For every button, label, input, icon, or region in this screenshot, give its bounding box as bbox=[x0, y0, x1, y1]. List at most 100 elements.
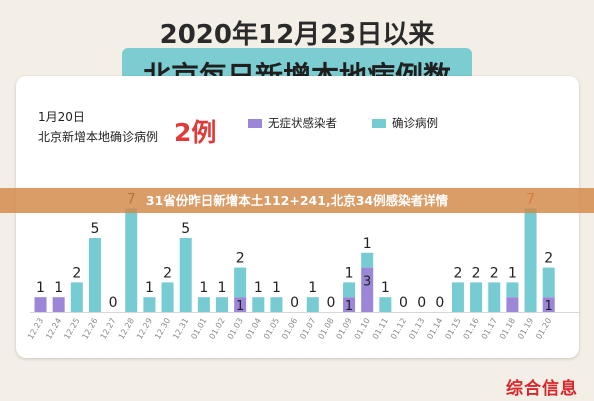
bar-label-01.16: 2 bbox=[472, 265, 481, 281]
bar-asymptomatic-01.09 bbox=[343, 297, 356, 312]
bar-label-01.20: 2 bbox=[544, 251, 553, 267]
bar-confirmed-01.18 bbox=[506, 282, 519, 298]
bar-label-12.31: 5 bbox=[181, 221, 190, 237]
bar-label-01.03: 2 bbox=[236, 251, 245, 267]
bar-confirmed-01.20 bbox=[542, 267, 555, 298]
tick-label-01.11: 01.11 bbox=[371, 317, 390, 341]
tick-label-12.28: 12.28 bbox=[117, 317, 136, 341]
bar-asymptomatic-12.24 bbox=[52, 297, 65, 312]
tick-label-01.10: 01.10 bbox=[353, 317, 372, 341]
bar-confirmed-01.02 bbox=[216, 297, 228, 312]
bar-label-01.12: 0 bbox=[399, 295, 408, 311]
tick-label-01.01: 01.01 bbox=[189, 317, 208, 341]
bar-confirmed-01.16 bbox=[470, 282, 483, 312]
bar-confirmed-01.09 bbox=[343, 282, 356, 298]
bar-label-12.26: 5 bbox=[90, 221, 99, 237]
bar-asymptomatic-01.18 bbox=[506, 297, 519, 312]
tick-label-12.26: 12.26 bbox=[80, 317, 99, 341]
bar-asymptomatic-12.23 bbox=[34, 297, 47, 312]
bar-label-12.25: 2 bbox=[72, 265, 81, 281]
bar-label-12.24: 1 bbox=[54, 280, 63, 296]
tick-label-01.12: 01.12 bbox=[389, 317, 408, 341]
bar-label-12.23: 1 bbox=[36, 280, 45, 296]
bar-label-12.29: 1 bbox=[145, 280, 154, 296]
bar-inner-label-01.09: 1 bbox=[345, 299, 353, 314]
bar-confirmed-01.05 bbox=[270, 297, 283, 312]
bar-confirmed-12.26 bbox=[88, 238, 101, 312]
bar-inner-label-01.10: 3 bbox=[363, 275, 371, 290]
tick-label-01.06: 01.06 bbox=[280, 317, 299, 341]
bar-label-01.02: 1 bbox=[218, 280, 227, 296]
bar-label-12.30: 2 bbox=[163, 265, 172, 281]
bar-label-01.17: 2 bbox=[490, 265, 499, 281]
tick-label-01.15: 01.15 bbox=[443, 317, 462, 341]
bar-asymptomatic-01.03 bbox=[234, 297, 247, 312]
bar-confirmed-01.03 bbox=[234, 267, 247, 298]
tick-label-12.29: 12.29 bbox=[135, 317, 154, 341]
headline-link[interactable]: 31省份昨日新增本土112+241,北京34例感染者详情 bbox=[145, 193, 449, 208]
bar-label-12.27: 0 bbox=[109, 295, 118, 311]
bar-asymptomatic-01.10 bbox=[361, 267, 374, 312]
info-count: 2例 bbox=[174, 118, 217, 147]
bar-confirmed-01.07 bbox=[306, 297, 319, 312]
bar-label-01.04: 1 bbox=[254, 280, 263, 296]
bar-confirmed-01.11 bbox=[379, 297, 392, 312]
legend-confirmed-label: 确诊病例 bbox=[392, 116, 438, 130]
watermark: 综合信息 bbox=[506, 379, 578, 399]
tick-label-01.13: 01.13 bbox=[407, 317, 426, 341]
tick-label-01.18: 01.18 bbox=[498, 317, 517, 341]
bar-label-01.18: 1 bbox=[508, 265, 517, 281]
bar-label-01.01: 1 bbox=[199, 280, 208, 296]
tick-label-01.07: 01.07 bbox=[298, 317, 317, 341]
tick-label-12.31: 12.31 bbox=[171, 317, 190, 341]
bar-confirmed-12.30 bbox=[161, 282, 174, 312]
legend-confirmed: 确诊病例 bbox=[372, 115, 438, 131]
info-date: 1月20日 bbox=[38, 110, 85, 124]
bar-asymptomatic-01.20 bbox=[542, 297, 555, 312]
tick-label-01.20: 01.20 bbox=[534, 317, 553, 341]
tick-label-12.23: 12.23 bbox=[26, 317, 45, 341]
tick-label-12.30: 12.30 bbox=[153, 317, 172, 341]
tick-label-01.08: 01.08 bbox=[316, 317, 335, 341]
bar-confirmed-12.29 bbox=[143, 297, 156, 312]
bar-confirmed-01.19 bbox=[524, 208, 537, 312]
bar-label-01.05: 1 bbox=[272, 280, 281, 296]
tick-label-01.14: 01.14 bbox=[425, 317, 444, 341]
info-label: 北京新增本地确诊病例 bbox=[38, 130, 159, 144]
bar-label-01.11: 1 bbox=[381, 280, 390, 296]
bar-label-01.06: 0 bbox=[290, 295, 299, 311]
tick-label-01.05: 01.05 bbox=[262, 317, 281, 341]
legend-asymptomatic-swatch bbox=[248, 118, 262, 128]
bar-confirmed-12.31 bbox=[179, 238, 192, 312]
bar-label-01.15: 2 bbox=[453, 265, 462, 281]
legend-asymptomatic: 无症状感染者 bbox=[248, 115, 337, 131]
bar-label-01.08: 0 bbox=[326, 295, 335, 311]
bar-label-01.14: 0 bbox=[435, 295, 444, 311]
tick-label-01.16: 01.16 bbox=[462, 317, 481, 341]
headline-overlay bbox=[0, 188, 594, 213]
bar-label-01.10: 1 bbox=[363, 236, 372, 252]
bar-label-01.09: 1 bbox=[345, 265, 354, 281]
bar-confirmed-01.15 bbox=[451, 282, 464, 312]
legend-asymptomatic-label: 无症状感染者 bbox=[268, 116, 337, 130]
tick-label-01.03: 01.03 bbox=[226, 317, 245, 341]
bar-confirmed-12.28 bbox=[125, 208, 138, 312]
tick-label-12.27: 12.27 bbox=[99, 317, 118, 341]
title-line-1: 2020年12月23日以来 bbox=[159, 20, 435, 50]
bar-inner-label-01.03: 1 bbox=[236, 299, 244, 314]
bar-label-01.13: 0 bbox=[417, 295, 426, 311]
bar-confirmed-01.04 bbox=[252, 297, 265, 312]
bar-inner-label-01.20: 1 bbox=[545, 299, 553, 314]
tick-label-12.24: 12.24 bbox=[44, 317, 63, 341]
tick-label-01.04: 01.04 bbox=[244, 317, 263, 341]
tick-label-01.09: 01.09 bbox=[335, 317, 354, 341]
tick-label-01.02: 01.02 bbox=[207, 317, 226, 341]
bar-label-01.07: 1 bbox=[308, 280, 317, 296]
tick-label-01.19: 01.19 bbox=[516, 317, 535, 341]
bar-confirmed-01.10 bbox=[361, 252, 374, 268]
bar-confirmed-12.25 bbox=[70, 282, 83, 312]
chart-card bbox=[16, 76, 579, 358]
tick-label-01.17: 01.17 bbox=[480, 317, 499, 341]
tick-label-12.25: 12.25 bbox=[62, 317, 81, 341]
